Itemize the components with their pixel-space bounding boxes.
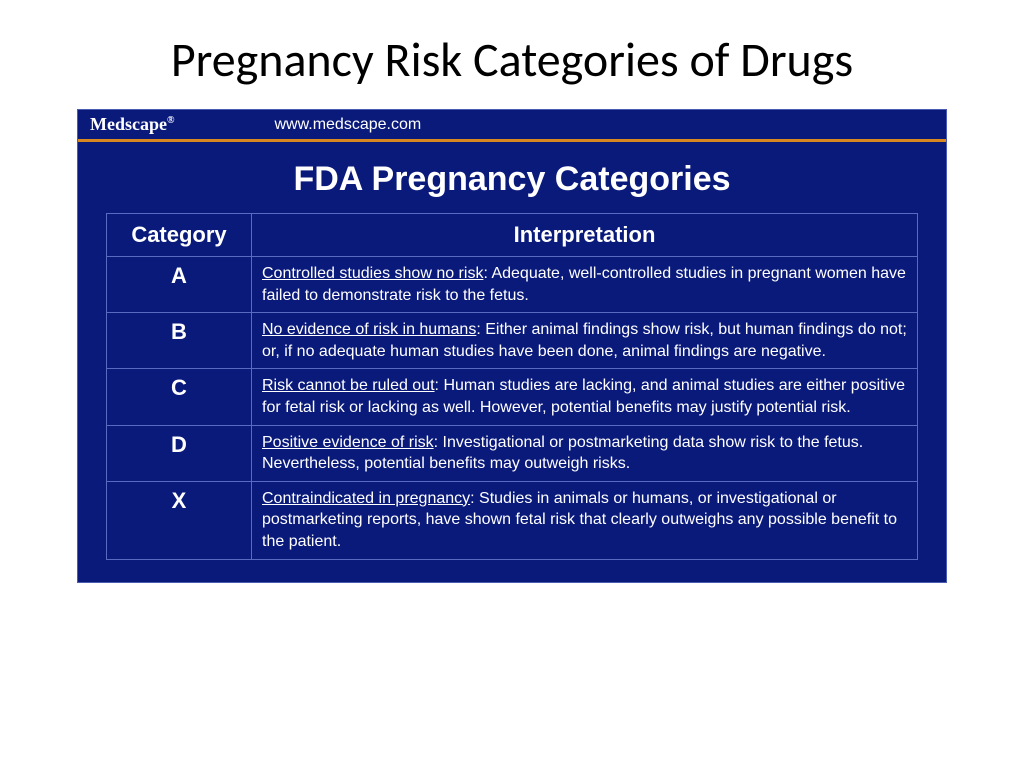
brand-label: Medscape® [90,114,174,135]
cell-interpretation: No evidence of risk in humans: Either an… [252,313,918,369]
table-row: A Controlled studies show no risk: Adequ… [107,257,918,313]
table-row: C Risk cannot be ruled out: Human studie… [107,369,918,425]
col-header-interpretation: Interpretation [252,214,918,257]
table-header-row: Category Interpretation [107,214,918,257]
category-table: Category Interpretation A Controlled stu… [106,213,918,560]
table-row: B No evidence of risk in humans: Either … [107,313,918,369]
cell-interpretation: Contraindicated in pregnancy: Studies in… [252,481,918,559]
content-panel: Medscape® www.medscape.com FDA Pregnancy… [77,109,947,583]
interp-lead: Contraindicated in pregnancy [262,490,470,507]
cell-interpretation: Risk cannot be ruled out: Human studies … [252,369,918,425]
cell-category: B [107,313,252,369]
table-row: D Positive evidence of risk: Investigati… [107,425,918,481]
cell-category: X [107,481,252,559]
cell-category: A [107,257,252,313]
url-label: www.medscape.com [274,116,421,134]
interp-lead: Risk cannot be ruled out [262,377,435,394]
interp-lead: No evidence of risk in humans [262,321,476,338]
cell-category: C [107,369,252,425]
slide-title: Pregnancy Risk Categories of Drugs [40,30,984,89]
cell-category: D [107,425,252,481]
interp-lead: Controlled studies show no risk [262,265,483,282]
col-header-category: Category [107,214,252,257]
interp-lead: Positive evidence of risk [262,434,434,451]
slide: Pregnancy Risk Categories of Drugs Medsc… [0,0,1024,768]
cell-interpretation: Positive evidence of risk: Investigation… [252,425,918,481]
brand-text: Medscape [90,114,167,134]
panel-title: FDA Pregnancy Categories [78,142,946,213]
brand-symbol: ® [167,115,174,126]
table-row: X Contraindicated in pregnancy: Studies … [107,481,918,559]
panel-header: Medscape® www.medscape.com [78,110,946,142]
cell-interpretation: Controlled studies show no risk: Adequat… [252,257,918,313]
